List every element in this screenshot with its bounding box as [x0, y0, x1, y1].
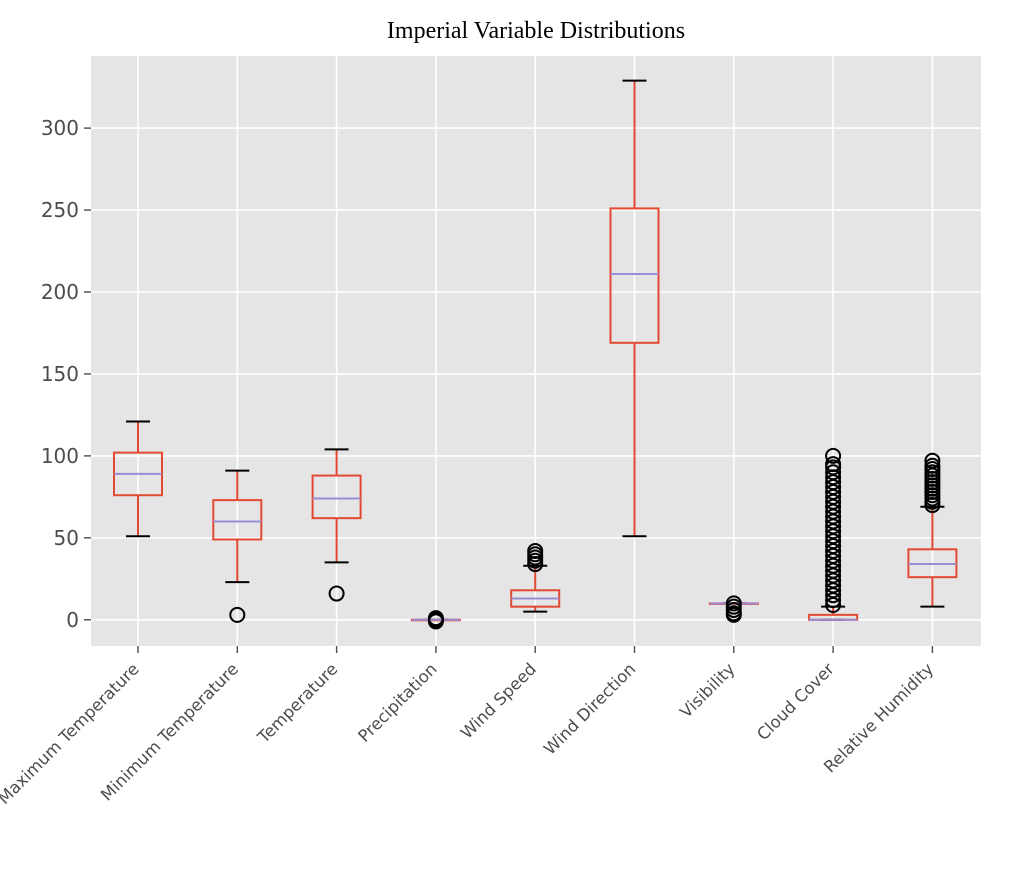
box-group [410, 610, 461, 630]
y-tick-label: 50 [54, 526, 79, 550]
x-tick-label: Visibility [676, 659, 738, 721]
y-tick-label: 100 [41, 444, 79, 468]
box-group [609, 79, 660, 538]
x-tick-label: Wind Direction [540, 659, 639, 758]
box-group [212, 469, 263, 623]
box-group [311, 448, 362, 602]
outlier-point [825, 456, 842, 473]
box-group [907, 452, 958, 608]
outlier-point [527, 542, 544, 559]
box-group [708, 595, 759, 623]
outlier-point [725, 595, 742, 612]
iqr-box [311, 474, 362, 520]
grid-lines [91, 56, 981, 646]
iqr-box [609, 207, 660, 344]
outlier-point [825, 464, 842, 481]
box-group [808, 447, 859, 621]
outlier-point [229, 606, 246, 623]
outlier-point [924, 457, 941, 474]
outlier-point [427, 610, 444, 627]
y-tick-label: 0 [66, 608, 79, 632]
box-group [510, 542, 561, 613]
outlier-point [328, 585, 345, 602]
y-tick-label: 200 [41, 280, 79, 304]
outlier-point [825, 447, 842, 464]
chart-title: Imperial Variable Distributions [387, 18, 685, 44]
x-tick-label: Temperature [253, 659, 341, 747]
y-tick-label: 250 [41, 198, 79, 222]
x-tick-label: Wind Speed [457, 659, 540, 742]
iqr-box [212, 499, 263, 541]
y-tick-label: 300 [41, 116, 79, 140]
boxes-layer [113, 79, 958, 630]
y-tick-label: 150 [41, 362, 79, 386]
x-tick-label: Cloud Cover [753, 659, 838, 744]
box-group [113, 420, 163, 538]
outlier-point [924, 452, 941, 469]
x-tick-label: Precipitation [354, 659, 440, 745]
x-tick-label: Relative Humidity [820, 659, 937, 776]
